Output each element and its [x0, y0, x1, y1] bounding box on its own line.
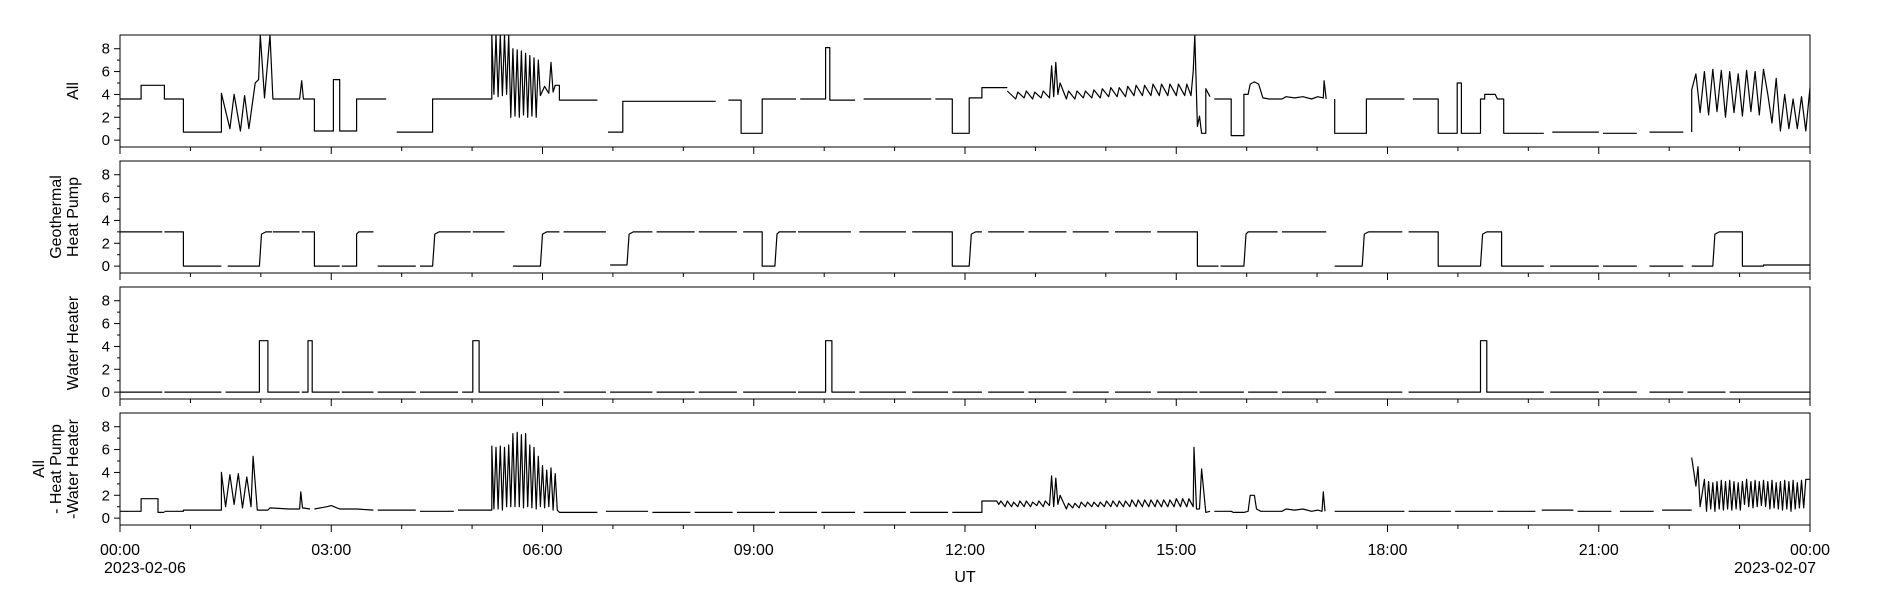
- panel-0-ytick-label-4: 8: [102, 41, 110, 58]
- panel-2: 0 2 4 6 8 Water Heater: [65, 286, 1811, 406]
- panel-3-ylabel-line-2: -Water Heater: [65, 418, 82, 519]
- panel-0-trace-1: [396, 35, 598, 133]
- panel-3-trace-14: [952, 446, 1211, 513]
- panel-0-ylabel-line-0: All: [65, 82, 82, 100]
- panel-1-ytick-label-4: 8: [102, 167, 110, 184]
- x-tick-label-0: 00:00: [100, 542, 140, 559]
- panel-0-trace-4: [800, 47, 856, 101]
- panel-1-trace-9: [512, 231, 560, 267]
- panel-1-ytick-label-3: 6: [102, 190, 110, 207]
- panel-1-trace-17: [912, 231, 982, 267]
- x-tick-label-7: 21:00: [1579, 542, 1619, 559]
- panel-1-trace-2: [227, 231, 273, 267]
- panel-2-trace-27: [1408, 340, 1544, 393]
- panel-0: 0 2 4 6 8 All: [65, 34, 1811, 154]
- panel-3-ytick-label-2: 4: [102, 464, 110, 481]
- panel-0-frame: [119, 34, 1811, 148]
- panel-0-trace-8: [1214, 80, 1327, 137]
- panel-3-ytick-label-4: 8: [102, 419, 110, 436]
- x-axis: 00:00 03:00 06:00 09:00 12:00 15:00 18:0…: [100, 542, 1830, 586]
- panel-1-ylabel-line-0: Geothermal: [48, 175, 65, 259]
- panel-1-ytick-label-0: 0: [102, 258, 110, 275]
- panel-2-ytick-label-3: 6: [102, 316, 110, 333]
- panel-0-trace-10: [1412, 82, 1544, 134]
- panel-2-ylabel-line-0: Water Heater: [65, 295, 82, 390]
- panel-1-ytick-label-1: 2: [102, 235, 110, 252]
- panel-0-ytick-label-1: 2: [102, 109, 110, 126]
- x-axis-label: UT: [954, 569, 976, 586]
- panel-1-trace-30: [1691, 231, 1810, 267]
- x-tick-label-6: 18:00: [1367, 542, 1407, 559]
- panel-3-frame: [119, 412, 1811, 526]
- x-date-start: 2023-02-06: [104, 560, 186, 577]
- x-date-end: 2023-02-07: [1734, 560, 1816, 577]
- panel-0-ytick-label-3: 6: [102, 64, 110, 81]
- panel-1-trace-1: [164, 231, 222, 267]
- panel-1-trace-22: [1157, 231, 1219, 267]
- x-tick-label-4: 12:00: [945, 542, 985, 559]
- panel-1-ytick-label-2: 4: [102, 212, 110, 229]
- panel-1-frame: [119, 160, 1811, 274]
- panel-0-trace-2: [608, 100, 716, 133]
- panel-0-ytick-label-2: 4: [102, 86, 110, 103]
- panel-2-ytick-label-0: 0: [102, 384, 110, 401]
- panel-3-ytick-label-3: 6: [102, 442, 110, 459]
- panel-2-trace-2: [225, 340, 300, 393]
- panel-1-trace-14: [743, 231, 796, 267]
- panel-1-trace-4: [301, 231, 340, 267]
- panel-2-ytick-label-2: 4: [102, 338, 110, 355]
- panels: 0 2 4 6 8 All 0 2 4 6 8 Geothermal Heat Pump 0 2 4 6 8 Wat…: [31, 34, 1811, 532]
- panel-3: 0 2 4 6 8 All - Heat Pump -Water Heater: [31, 412, 1811, 532]
- panel-1-trace-25: [1334, 231, 1403, 267]
- panel-3-trace-0: [120, 498, 165, 513]
- x-tick-label-5: 15:00: [1156, 542, 1196, 559]
- panel-2-ytick-label-1: 2: [102, 361, 110, 378]
- panel-3-trace-15: [1214, 491, 1326, 513]
- panel-0-trace-7: [1006, 35, 1211, 134]
- panel-3-ytick-label-0: 0: [102, 510, 110, 527]
- panel-3-trace-24: [1691, 457, 1810, 512]
- panel-1-trace-5: [341, 231, 374, 267]
- panel-1-trace-26: [1408, 231, 1544, 267]
- panel-3-trace-2: [314, 505, 374, 511]
- panel-0-trace-9: [1334, 98, 1405, 134]
- panel-2-trace-3: [301, 340, 340, 393]
- x-tick-label-3: 09:00: [734, 542, 774, 559]
- panel-3-trace-5: [458, 431, 598, 513]
- panel-0-trace-6: [935, 87, 1008, 134]
- panel-2-trace-7: [462, 340, 505, 393]
- x-tick-label-8: 00:00: [1790, 542, 1830, 559]
- panel-1-trace-23: [1220, 231, 1278, 267]
- x-tick-label-2: 06:00: [522, 542, 562, 559]
- panel-3-ytick-label-1: 2: [102, 487, 110, 504]
- panel-0-trace-3: [728, 98, 796, 134]
- panel-0-trace-14: [1691, 68, 1810, 133]
- panel-0-ytick-label-0: 0: [102, 132, 110, 149]
- x-tick-label-1: 03:00: [311, 542, 351, 559]
- panel-0-trace-0: [120, 35, 387, 133]
- panel-3-ylabel-line-1: - Heat Pump: [48, 424, 65, 514]
- panel-3-ylabel-line-0: All: [31, 460, 48, 478]
- panel-2-frame: [119, 286, 1811, 400]
- panel-3-trace-1: [164, 455, 311, 512]
- panel-1-ylabel-line-1: Heat Pump: [65, 177, 82, 257]
- panel-1-trace-11: [610, 231, 653, 266]
- panel-1: 0 2 4 6 8 Geothermal Heat Pump: [48, 160, 1811, 280]
- panel-2-ytick-label-4: 8: [102, 293, 110, 310]
- panel-2-trace-14: [798, 340, 856, 393]
- panel-1-trace-7: [420, 231, 471, 267]
